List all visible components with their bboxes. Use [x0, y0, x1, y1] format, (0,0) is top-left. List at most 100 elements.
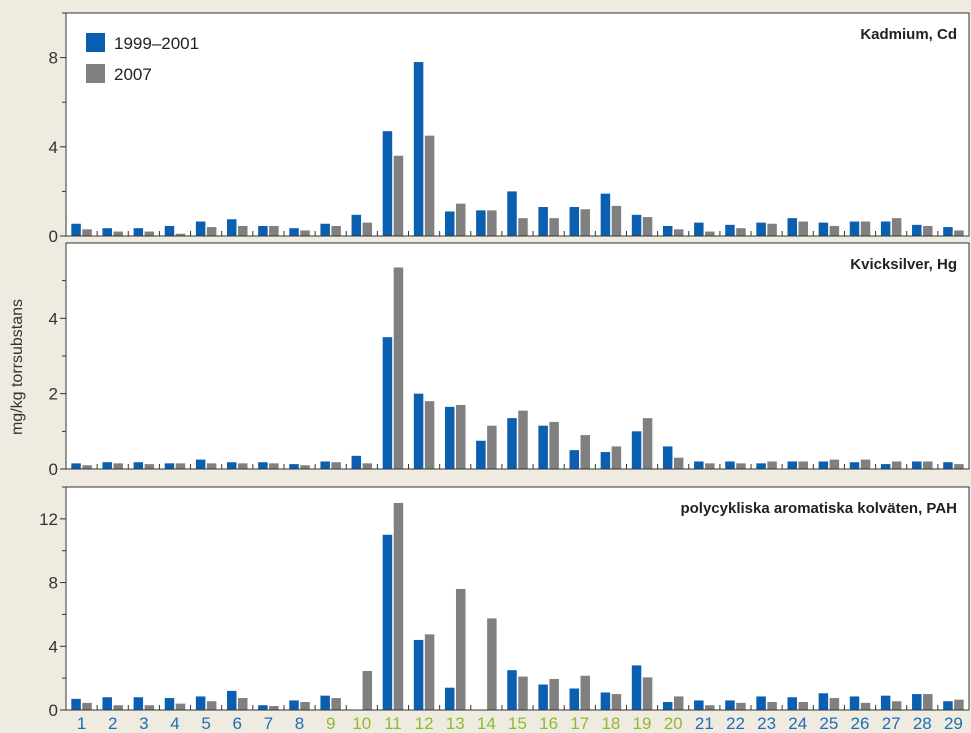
bar-series2-cat-11	[393, 502, 404, 710]
bar-series2-cat-24	[798, 221, 808, 236]
bar-series2-cat-28	[923, 461, 933, 469]
bar-series1-cat-2	[102, 228, 112, 236]
bar-series1-cat-4	[164, 698, 175, 710]
bar-series2-cat-13	[455, 588, 466, 710]
bar-series2-cat-3	[144, 231, 155, 236]
bar-series1-cat-6	[227, 462, 237, 469]
bar-series2-cat-12	[424, 634, 435, 710]
bar-series1-cat-15	[507, 191, 517, 236]
bar-series2-cat-14	[487, 425, 497, 469]
bar-series2-cat-23	[767, 461, 777, 469]
bar-series2-cat-17	[580, 435, 591, 469]
bar-series2-cat-8	[300, 230, 310, 236]
bar-series2-cat-3	[144, 705, 155, 710]
bar-series1-cat-1	[71, 698, 81, 710]
bar-series1-cat-12	[413, 639, 424, 710]
bar-series2-cat-29	[954, 699, 964, 710]
bar-series2-cat-16	[549, 421, 559, 469]
bar-series1-cat-17	[569, 688, 580, 710]
bar-series1-cat-20	[662, 446, 673, 469]
legend-label: 1999–2001	[114, 34, 199, 53]
bar-series2-cat-3	[144, 464, 155, 469]
bar-series2-cat-24	[798, 702, 808, 710]
bar-series1-cat-22	[725, 700, 735, 710]
panel-border	[65, 12, 970, 237]
bar-series1-cat-9	[320, 223, 330, 236]
bar-series1-cat-23	[756, 696, 766, 710]
bar-series2-cat-24	[798, 461, 808, 469]
bar-series1-cat-10	[351, 214, 362, 236]
bar-series2-cat-9	[331, 225, 341, 236]
x-tick-label: 2	[108, 714, 117, 733]
y-tick-label: 4	[49, 637, 58, 656]
bar-series2-cat-21	[705, 463, 715, 469]
bar-series2-cat-25	[829, 459, 840, 469]
bar-series2-cat-18	[611, 205, 622, 236]
panel-border	[65, 486, 970, 711]
bar-series2-cat-5	[206, 227, 217, 236]
x-tick-label: 5	[201, 714, 210, 733]
x-tick-label: 28	[913, 714, 932, 733]
bar-series1-cat-20	[662, 702, 673, 710]
panel-3: 0 4 8 12 polycykliska aromatiska kolväten, P…	[39, 486, 970, 720]
bar-series1-cat-8	[289, 464, 299, 469]
bar-series1-cat-13	[444, 687, 455, 710]
bar-series1-cat-22	[725, 461, 735, 469]
bar-series2-cat-17	[580, 675, 591, 710]
bar-series2-cat-2	[113, 705, 123, 710]
bar-series2-cat-7	[269, 706, 279, 710]
bar-series1-cat-11	[382, 337, 393, 469]
bar-series2-cat-12	[424, 135, 435, 236]
bar-series2-cat-22	[736, 228, 746, 236]
panel-background	[65, 242, 970, 470]
x-tick-label: 22	[726, 714, 745, 733]
bar-series1-cat-11	[382, 534, 393, 710]
bar-series2-cat-5	[206, 701, 217, 710]
bar-series1-cat-28	[912, 224, 922, 236]
bar-series2-cat-25	[829, 698, 840, 710]
bar-series2-cat-20	[673, 696, 684, 710]
bar-series2-cat-19	[642, 677, 653, 710]
legend-item-2: 2007	[86, 64, 152, 84]
bar-series1-cat-12	[413, 62, 424, 237]
bar-series2-cat-1	[82, 229, 92, 236]
bar-series2-cat-2	[113, 231, 123, 236]
bar-series2-cat-28	[923, 694, 933, 710]
x-tick-label: 7	[264, 714, 273, 733]
bar-series2-cat-7	[269, 463, 279, 469]
bar-series1-cat-11	[382, 131, 393, 236]
bar-series1-cat-7	[258, 225, 268, 236]
bar-series1-cat-10	[351, 455, 362, 469]
panel-title: Kadmium, Cd	[860, 26, 957, 43]
bar-series1-cat-5	[195, 696, 206, 710]
bar-series1-cat-14	[476, 210, 486, 236]
bar-series1-cat-21	[694, 222, 704, 236]
bar-series2-cat-15	[518, 410, 528, 469]
bar-series1-cat-23	[756, 463, 766, 469]
x-tick-label: 23	[757, 714, 776, 733]
bar-series2-cat-26	[860, 459, 871, 469]
bar-series1-cat-19	[631, 214, 642, 236]
bar-series1-cat-1	[71, 223, 81, 236]
x-tick-label: 12	[415, 714, 434, 733]
x-tick-label: 1	[77, 714, 86, 733]
bar-series2-cat-17	[580, 209, 591, 236]
bar-series2-cat-29	[954, 464, 964, 469]
bar-series1-cat-17	[569, 207, 580, 236]
bar-series1-cat-28	[912, 694, 922, 710]
bar-series2-cat-22	[736, 702, 746, 710]
bar-series2-cat-10	[362, 222, 373, 236]
bar-series1-cat-12	[413, 393, 424, 469]
bar-series1-cat-22	[725, 224, 735, 236]
bar-series1-cat-3	[133, 697, 144, 710]
y-tick-label: 8	[49, 49, 58, 68]
bar-series1-cat-15	[507, 418, 517, 469]
bar-series2-cat-28	[923, 225, 933, 236]
bar-series1-cat-21	[694, 461, 704, 469]
bar-series2-cat-19	[642, 217, 653, 236]
bar-series2-cat-29	[954, 230, 964, 236]
bar-series2-cat-25	[829, 225, 840, 236]
bar-series1-cat-21	[694, 700, 704, 710]
x-tick-label: 6	[233, 714, 242, 733]
bar-series1-cat-17	[569, 450, 580, 469]
